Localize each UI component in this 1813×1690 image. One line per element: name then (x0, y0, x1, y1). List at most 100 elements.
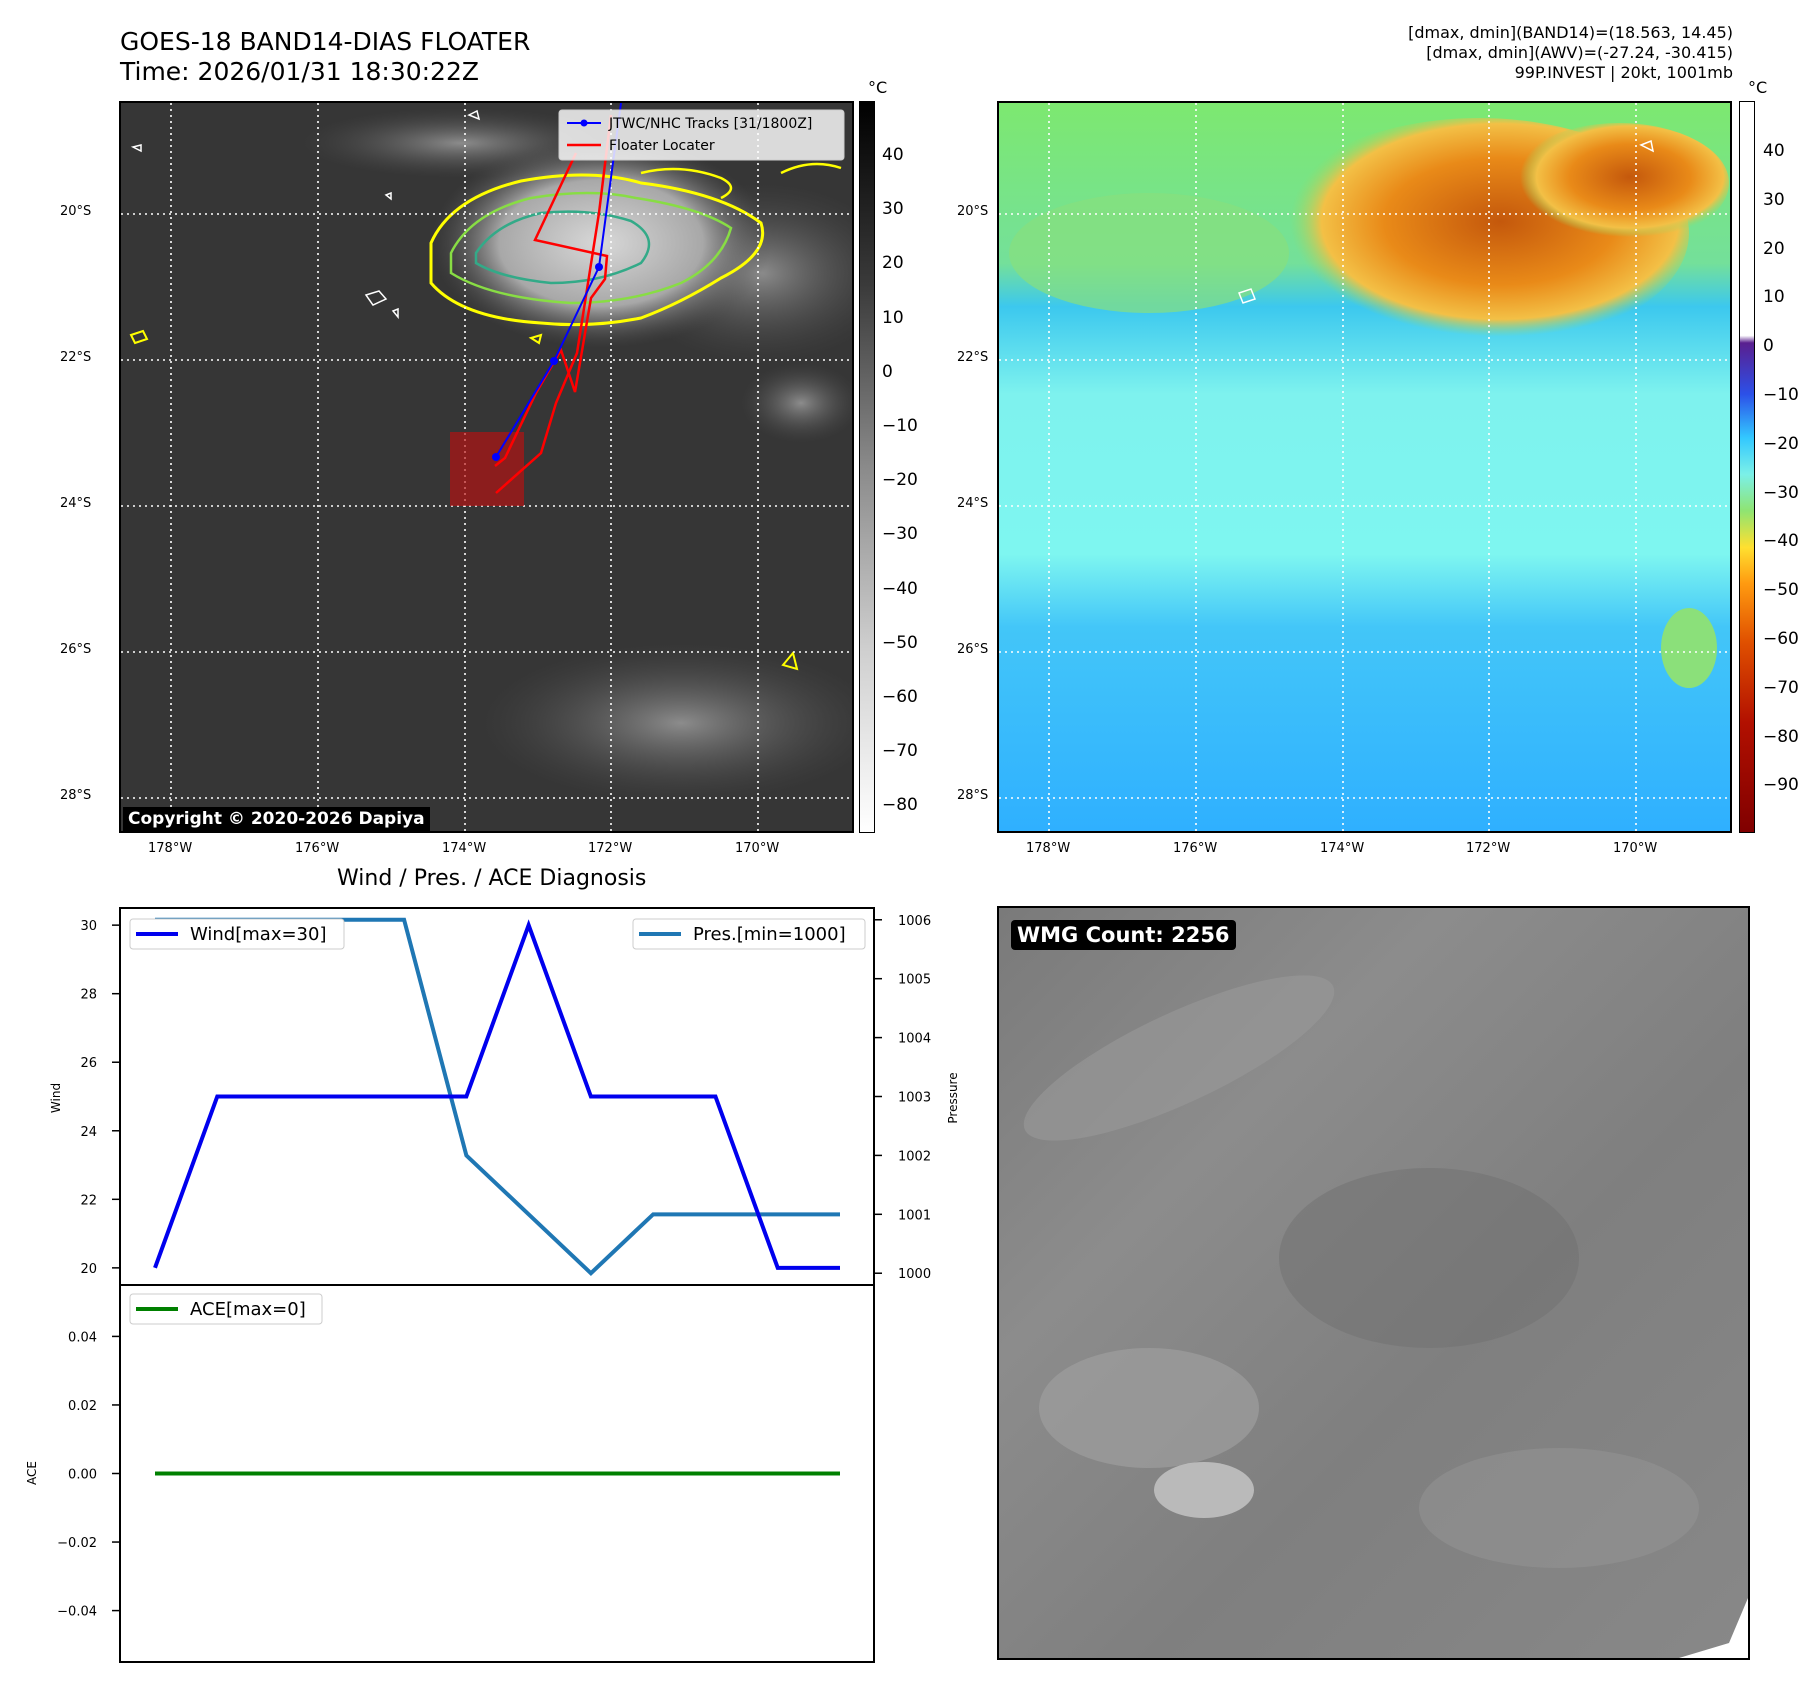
wmg-grey-area (1419, 1448, 1699, 1568)
info-band14: [dmax, dmin](BAND14)=(18.563, 14.45) (1408, 23, 1733, 42)
wind-y-tick-label: 26 (80, 1056, 97, 1071)
map-legend: JTWC/NHC Tracks [31/1800Z] Floater Locat… (558, 109, 845, 161)
copyright-label: Copyright © 2020-2026 Dapiya (123, 807, 430, 831)
track-point (492, 453, 500, 461)
pressure-y-tick-label: 1005 (898, 973, 931, 988)
legend-tracks-label: JTWC/NHC Tracks [31/1800Z] (608, 116, 812, 132)
awv-colorbar-tick: −70 (1763, 677, 1799, 698)
ir-map-panel[interactable]: JTWC/NHC Tracks [31/1800Z] Floater Locat… (119, 101, 854, 833)
wmg-count-badge: WMG Count: 2256 (1011, 920, 1236, 950)
lon-label: 170°W (1613, 841, 1658, 856)
lat-label: 28°S (60, 788, 92, 803)
ir-map-svg: JTWC/NHC Tracks [31/1800Z] Floater Locat… (121, 103, 852, 831)
ace-legend: ACE[max=0] (129, 1293, 323, 1325)
wind-y-tick-label: 22 (80, 1193, 97, 1208)
lat-label: 24°S (60, 496, 92, 511)
info-awv: [dmax, dmin](AWV)=(-27.24, -30.415) (1426, 43, 1733, 62)
awv-colorbar-tick: −60 (1763, 629, 1799, 649)
floater-locater-path (495, 114, 613, 494)
diagnosis-chart: 20 22 24 26 28 30 1000 1001 1002 1003 1004 1005 1006… (25, 907, 960, 1663)
figure-time: Time: 2026/01/31 18:30:22Z (120, 57, 479, 86)
pressure-legend: Pres.[min=1000] (632, 918, 866, 950)
lon-label: 178°W (1026, 841, 1071, 856)
pressure-axis-label: Pressure (946, 1072, 960, 1123)
awv-colorbar-tick: −20 (1763, 433, 1799, 454)
track-point (550, 357, 558, 365)
wind-layer: 20 22 24 26 28 30 1000 1001 1002 1003 1004 1005 1006 (80, 914, 931, 1282)
wmg-no-data-corner (1679, 1598, 1748, 1658)
contour-fragment-2 (780, 162, 842, 175)
pressure-y-tick-label: 1002 (898, 1149, 931, 1164)
contour-fragment-5 (528, 333, 543, 345)
awv-colorbar-tick: 0 (1763, 336, 1774, 357)
ir-colorbar-tick: 20 (882, 253, 904, 274)
ace-y-tick-label: −0.02 (57, 1536, 97, 1551)
ir-colorbar-tick: 10 (882, 307, 904, 328)
island-outline-3 (130, 144, 142, 153)
figure-title: GOES-18 BAND14-DIAS FLOATER (120, 27, 531, 56)
wind-y-tick-label: 20 (80, 1262, 97, 1277)
ir-colorbar-tick: −30 (882, 524, 918, 545)
floater-locater-zigzag (494, 152, 609, 467)
colorbar-unit: °C (868, 78, 888, 97)
lat-label: 20°S (60, 204, 92, 219)
wind-y-tick-label: 28 (80, 988, 97, 1003)
ace-axis-label: ACE (25, 1461, 39, 1485)
lat-label: 26°S (957, 642, 989, 657)
island-outline-2 (1238, 288, 1256, 304)
diagnosis-title: Wind / Pres. / ACE Diagnosis (337, 866, 647, 891)
lon-label: 176°W (1173, 841, 1218, 856)
wind-y-tick-label: 30 (80, 919, 97, 934)
wind-axis-label: Wind (49, 1083, 63, 1113)
jtwc-track-line (495, 103, 622, 458)
ir-colorbar-tick: 40 (882, 145, 904, 165)
ace-y-tick-label: 0.00 (68, 1468, 97, 1483)
island-outline-4 (467, 109, 481, 121)
lat-label: 24°S (957, 496, 989, 511)
wind-y-tick-label: 24 (80, 1125, 97, 1140)
wind-legend: Wind[max=30] (129, 918, 345, 950)
awv-patch (1661, 608, 1717, 688)
ir-colorbar-tick: −10 (882, 416, 918, 436)
awv-colorbar-tick: −90 (1763, 775, 1799, 796)
ir-colorbar (859, 101, 875, 833)
ace-y-tick-label: −0.04 (57, 1605, 97, 1620)
ace-y-tick-label: 0.02 (68, 1399, 97, 1414)
pressure-y-tick-label: 1004 (898, 1032, 931, 1047)
lon-label: 170°W (735, 841, 780, 856)
ace-legend-label: ACE[max=0] (190, 1299, 306, 1320)
pressure-y-tick-label: 1006 (898, 914, 931, 929)
awv-map-panel[interactable] (997, 101, 1732, 833)
wmg-bright-area (1039, 1348, 1259, 1468)
pressure-y-tick-label: 1000 (898, 1267, 931, 1282)
ir-colorbar-tick: −70 (882, 741, 918, 762)
awv-colorbar-tick: −10 (1763, 385, 1799, 405)
ir-colorbar-tick: −60 (882, 687, 918, 707)
pressure-legend-label: Pres.[min=1000] (693, 924, 846, 945)
awv-colorbar-tick: −50 (1763, 580, 1799, 601)
lat-label: 26°S (60, 642, 92, 657)
lon-label: 178°W (148, 841, 193, 856)
legend-floater-label: Floater Locater (609, 138, 715, 154)
contour-mid (449, 191, 733, 305)
lon-label: 174°W (1320, 841, 1365, 856)
ir-colorbar-tick: −20 (882, 470, 918, 491)
lon-label: 174°W (442, 841, 487, 856)
track-point (595, 263, 603, 271)
awv-colorbar-tick: −30 (1763, 482, 1799, 503)
awv-colorbar-tick: 20 (1763, 238, 1785, 259)
awv-colorbar (1739, 101, 1755, 833)
ir-colorbar-tick: 0 (882, 361, 893, 382)
island-outline-2 (391, 307, 399, 320)
ace-layer: 0.04 0.02 0.00 −0.02 −0.04 (57, 1330, 840, 1620)
awv-moist-band (1009, 193, 1289, 313)
wmg-dark-area (1279, 1168, 1579, 1348)
wind-line (153, 919, 840, 1270)
graticule-right (999, 103, 1730, 831)
info-storm: 99P.INVEST | 20kt, 1001mb (1514, 63, 1733, 82)
cloud-patch (741, 363, 852, 443)
wmg-streak (1023, 975, 1335, 1141)
graticule (121, 103, 852, 831)
wmg-panel[interactable]: WMG Count: 2256 (997, 906, 1750, 1660)
contour-fragment-4 (781, 650, 799, 671)
